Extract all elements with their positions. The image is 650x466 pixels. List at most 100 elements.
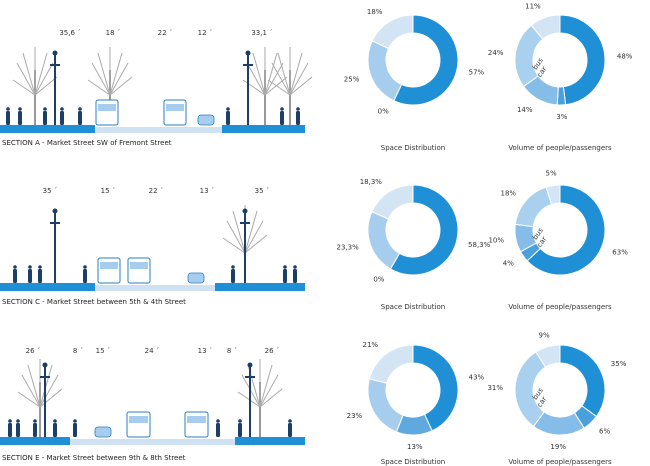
tree-branch xyxy=(252,52,266,96)
tree-branch xyxy=(289,52,303,96)
lamp-top xyxy=(242,208,248,214)
bus-window xyxy=(130,262,148,269)
donut-segment xyxy=(530,14,561,40)
section-caption: SECTION E - Market Street between 9th & … xyxy=(2,454,186,462)
tree-branch xyxy=(289,76,313,96)
chart-title: Space Distribution xyxy=(381,144,445,152)
tree-branch xyxy=(259,364,273,408)
tree-branch xyxy=(277,52,291,96)
dimension-label: 12 ´ xyxy=(198,29,213,37)
person-body xyxy=(60,111,64,125)
chart-title: Space Distribution xyxy=(381,458,445,466)
donut-segment xyxy=(367,40,403,102)
value-label: 0% xyxy=(378,108,389,116)
person-head xyxy=(238,419,242,423)
donut-segment xyxy=(371,14,414,50)
sidewalk xyxy=(0,437,70,445)
person-head xyxy=(296,107,300,111)
car xyxy=(94,426,112,438)
dimension-label: 35 ´ xyxy=(255,187,270,195)
person-head xyxy=(231,265,235,269)
dimension-label: 26 ´ xyxy=(26,347,41,355)
dimension-label: 15 ´ xyxy=(101,187,116,195)
sidewalk xyxy=(222,125,305,133)
value-label: 23% xyxy=(347,412,363,420)
person-body xyxy=(238,423,242,437)
section-caption: SECTION A - Market Street SW of Fremont … xyxy=(2,139,172,147)
value-label: 5% xyxy=(546,170,557,178)
tree-branch xyxy=(244,220,264,254)
person-head xyxy=(288,419,292,423)
person-head xyxy=(33,419,37,423)
tree-branch xyxy=(259,388,283,408)
person-body xyxy=(226,111,230,125)
tree-branch xyxy=(259,374,279,408)
car xyxy=(187,272,205,284)
chart-title: Volume of people/passengers xyxy=(508,144,612,152)
lamp-top xyxy=(42,362,48,368)
person-head xyxy=(16,419,20,423)
dimension-label: 13 ´ xyxy=(200,187,215,195)
donut-segment xyxy=(535,344,561,368)
person-body xyxy=(283,269,287,283)
person-body xyxy=(33,423,37,437)
value-label: 19% xyxy=(550,443,566,451)
person-head xyxy=(6,107,10,111)
value-label: 13% xyxy=(407,443,423,451)
bus-window xyxy=(187,416,206,423)
person-head xyxy=(13,265,17,269)
tree-branch xyxy=(244,210,258,254)
dimension-label: 33,1 ´ xyxy=(251,29,272,37)
tree-branch xyxy=(271,62,291,96)
tree-branch xyxy=(16,62,36,96)
dimension-label: 15 ´ xyxy=(96,347,111,355)
value-label: 58,3% xyxy=(468,241,491,249)
chart-title: Volume of people/passengers xyxy=(508,303,612,311)
donut-segment xyxy=(393,14,459,106)
value-label: 43% xyxy=(469,374,485,382)
value-label: 23,3% xyxy=(337,244,360,252)
value-label: 25% xyxy=(344,75,360,83)
bus xyxy=(95,99,119,126)
tree-branch xyxy=(244,234,268,254)
person-body xyxy=(16,423,20,437)
value-label: 63% xyxy=(612,249,628,257)
person-body xyxy=(288,423,292,437)
value-label: 14% xyxy=(517,106,533,114)
person-head xyxy=(283,265,287,269)
dimension-label: 13 ´ xyxy=(198,347,213,355)
dimension-label: 18 ´ xyxy=(106,29,121,37)
value-label: 48% xyxy=(617,52,633,60)
value-label: 18,3% xyxy=(360,178,383,186)
person-head xyxy=(78,107,82,111)
dimension-label: 8 ´ xyxy=(73,347,83,355)
lamp-top xyxy=(52,50,58,56)
person-head xyxy=(28,265,32,269)
tree-branch xyxy=(264,52,278,96)
donut-segment xyxy=(526,184,606,276)
sidewalk xyxy=(0,125,95,133)
bus-window xyxy=(100,262,118,269)
person-head xyxy=(43,107,47,111)
person-body xyxy=(231,269,235,283)
bus-window xyxy=(129,416,148,423)
lamp-top xyxy=(52,208,58,214)
person-body xyxy=(43,111,47,125)
person-body xyxy=(18,111,22,125)
tree-branch xyxy=(109,76,133,96)
dimension-label: 22 ´ xyxy=(149,187,164,195)
tree-branch xyxy=(39,374,59,408)
value-label: 9% xyxy=(539,331,550,339)
tree-branch xyxy=(246,62,266,96)
donut-segment xyxy=(412,344,459,432)
bus-window xyxy=(166,104,184,111)
tree-branch xyxy=(17,391,41,408)
value-label: 35% xyxy=(611,360,627,368)
person-body xyxy=(73,423,77,437)
donut-segment xyxy=(368,344,414,384)
value-label: 31% xyxy=(487,384,503,392)
value-label: 57% xyxy=(469,68,485,76)
value-label: 4% xyxy=(503,260,514,268)
street-section xyxy=(0,359,305,445)
